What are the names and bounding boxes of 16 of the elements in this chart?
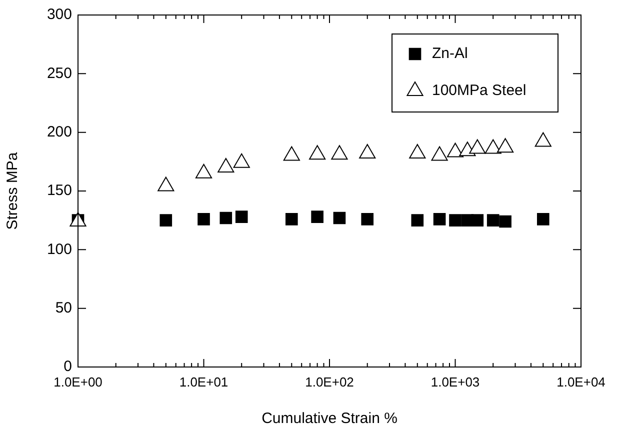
legend-label: 100MPa Steel — [432, 82, 526, 100]
x-tick-label: 1.0E+00 — [54, 374, 102, 390]
x-tick-label: 1.0E+04 — [556, 374, 606, 390]
y-tick-label: 250 — [46, 64, 72, 82]
y-axis-title: Stress MPa — [4, 152, 22, 230]
x-tick-label: 1.0E+01 — [179, 374, 228, 390]
x-tick-label: 1.0E+03 — [430, 374, 480, 390]
y-tick-label: 300 — [46, 6, 72, 24]
y-tick-label: 200 — [46, 123, 72, 140]
x-axis-title: Cumulative Strain % — [262, 410, 398, 428]
y-tick-label: 50 — [55, 299, 72, 316]
y-tick-label: 0 — [64, 358, 72, 376]
legend-label: Zn-Al — [432, 45, 468, 62]
y-tick-label: 100 — [46, 240, 72, 258]
y-tick-label: 150 — [46, 182, 72, 200]
x-tick-label: 1.0E+02 — [305, 374, 354, 390]
